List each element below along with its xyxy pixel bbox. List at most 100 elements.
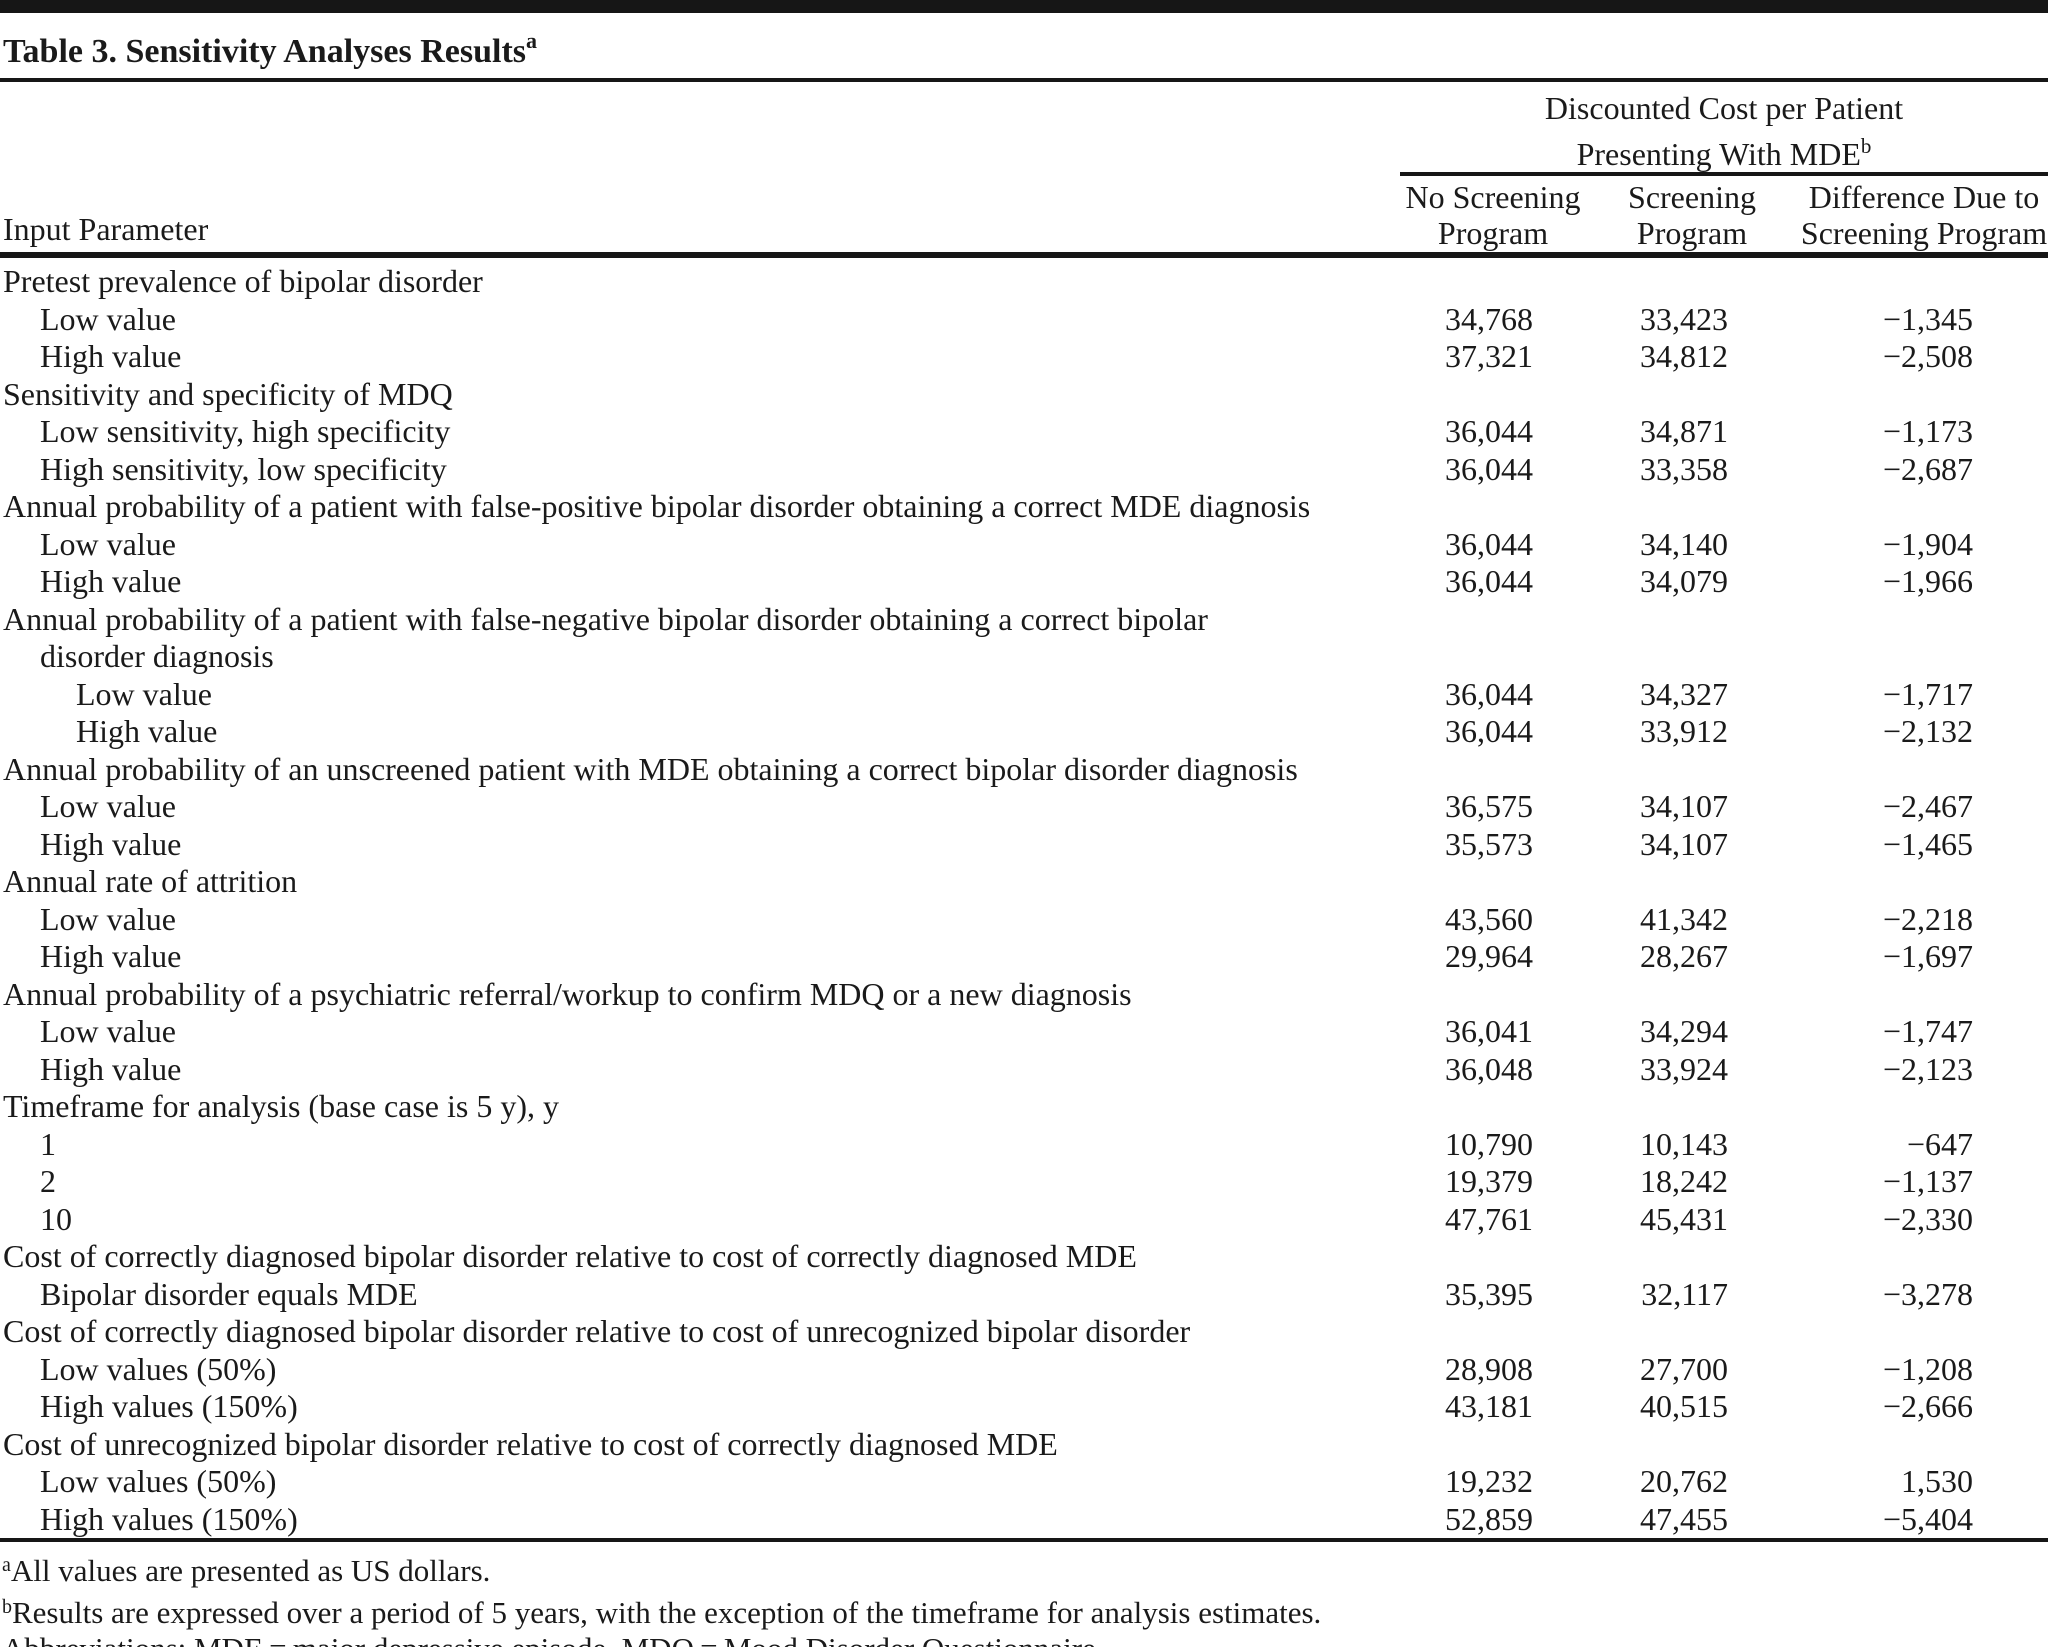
table-row: Annual probability of a patient with fal… bbox=[0, 488, 2048, 526]
value-cell: 52,859 bbox=[1445, 1500, 1533, 1537]
table-row: High value 29,964 28,267 −1,697 bbox=[0, 938, 2048, 976]
table-title-text: Table 3. Sensitivity Analyses Results bbox=[3, 33, 526, 70]
table-row: High sensitivity, low specificity 36,044 3… bbox=[0, 451, 2048, 489]
value-cell: 36,044 bbox=[1445, 525, 1533, 562]
spanner-header: Discounted Cost per Patient Presenting W… bbox=[1400, 89, 2048, 173]
table-row: High value 35,573 34,107 −1,465 bbox=[0, 826, 2048, 864]
table-row: Low sensitivity, high specificity 36,044 3… bbox=[0, 413, 2048, 451]
table-row: High value 36,044 33,912 −2,132 bbox=[0, 713, 2048, 751]
value-cell: 28,267 bbox=[1640, 938, 1728, 974]
row-label: 2 bbox=[40, 1163, 56, 1199]
value-cell: 10,143 bbox=[1640, 1125, 1728, 1162]
value-cell: 19,379 bbox=[1445, 1163, 1533, 1199]
value-cell: 1,530 bbox=[1901, 1463, 1973, 1499]
value-cell: 34,079 bbox=[1640, 563, 1728, 599]
value-cell: 36,044 bbox=[1445, 713, 1533, 749]
value-cell: −3,278 bbox=[1882, 1275, 1973, 1312]
value-cell: 36,044 bbox=[1445, 450, 1533, 487]
header-rule bbox=[0, 252, 2048, 258]
table-row: Pretest prevalence of bipolar disorder bbox=[0, 263, 2048, 301]
group-label: Annual probability of a psychiatric refe… bbox=[3, 975, 1132, 1012]
spanner-line1: Discounted Cost per Patient bbox=[1544, 90, 1904, 126]
value-cell: 36,041 bbox=[1445, 1013, 1533, 1049]
spanner-rule bbox=[1400, 172, 2048, 176]
value-cell: −2,508 bbox=[1882, 338, 1973, 374]
table-row: 1 10,790 10,143 −647 bbox=[0, 1126, 2048, 1164]
row-label: Low values (50%) bbox=[40, 1350, 277, 1387]
value-cell: 34,871 bbox=[1640, 413, 1728, 449]
group-label: Pretest prevalence of bipolar disorder bbox=[3, 263, 483, 299]
value-cell: −1,966 bbox=[1882, 563, 1973, 599]
value-cell: 20,762 bbox=[1640, 1463, 1728, 1499]
row-label: 10 bbox=[40, 1200, 72, 1237]
row-label: High value bbox=[40, 938, 182, 974]
value-cell: 28,908 bbox=[1445, 1350, 1533, 1387]
value-cell: −1,747 bbox=[1882, 1013, 1973, 1049]
row-label: Low value bbox=[40, 300, 176, 337]
table-row: Annual probability of a psychiatric refe… bbox=[0, 976, 2048, 1014]
row-label: Low value bbox=[40, 900, 176, 937]
table-row: Low value 34,768 33,423 −1,345 bbox=[0, 301, 2048, 339]
value-cell: 27,700 bbox=[1640, 1350, 1728, 1387]
value-cell: 35,395 bbox=[1445, 1275, 1533, 1312]
row-label: Low value bbox=[40, 525, 176, 562]
value-cell: −1,137 bbox=[1882, 1163, 1973, 1199]
row-label: Bipolar disorder equals MDE bbox=[40, 1275, 418, 1312]
sensitivity-analyses-table: Pretest prevalence of bipolar disorder Lo… bbox=[0, 263, 2048, 1538]
value-cell: 37,321 bbox=[1445, 338, 1533, 374]
value-cell: −1,208 bbox=[1882, 1350, 1973, 1387]
table-row: Sensitivity and specificity of MDQ bbox=[0, 376, 2048, 414]
value-cell: 34,140 bbox=[1640, 525, 1728, 562]
value-cell: 34,107 bbox=[1640, 788, 1728, 824]
column-header-no-screening-program: No Screening Program bbox=[1405, 179, 1581, 251]
row-label: High value bbox=[40, 563, 182, 599]
value-cell: −5,404 bbox=[1882, 1500, 1973, 1537]
group-label: Sensitivity and specificity of MDQ bbox=[3, 375, 453, 412]
value-cell: −1,465 bbox=[1882, 825, 1973, 862]
row-label: High sensitivity, low specificity bbox=[40, 450, 447, 487]
table-title: Table 3. Sensitivity Analyses Resultsa bbox=[0, 13, 2050, 78]
value-cell: 34,107 bbox=[1640, 825, 1728, 862]
table-row: Low values (50%) 19,232 20,762 1,530 bbox=[0, 1463, 2048, 1501]
value-cell: 35,573 bbox=[1445, 825, 1533, 862]
table-row: High values (150%) 43,181 40,515 −2,666 bbox=[0, 1388, 2048, 1426]
value-cell: −2,123 bbox=[1882, 1050, 1973, 1087]
group-label: Cost of unrecognized bipolar disorder re… bbox=[3, 1425, 1058, 1462]
group-label: Annual rate of attrition bbox=[3, 863, 298, 899]
row-label: High values (150%) bbox=[40, 1388, 298, 1424]
column-header-difference: Difference Due to Screening Program bbox=[1800, 179, 2048, 251]
table-row: 10 47,761 45,431 −2,330 bbox=[0, 1201, 2048, 1239]
value-cell: 36,044 bbox=[1445, 563, 1533, 599]
top-border-bar bbox=[0, 0, 2048, 13]
row-label: High values (150%) bbox=[40, 1500, 298, 1537]
table-row: High value 36,048 33,924 −2,123 bbox=[0, 1051, 2048, 1089]
value-cell: 34,294 bbox=[1640, 1013, 1728, 1049]
table-row: High value 36,044 34,079 −1,966 bbox=[0, 563, 2048, 601]
table-row: Cost of correctly diagnosed bipolar diso… bbox=[0, 1313, 2048, 1351]
value-cell: 33,423 bbox=[1640, 300, 1728, 337]
value-cell: 33,358 bbox=[1640, 450, 1728, 487]
value-cell: 36,044 bbox=[1445, 413, 1533, 449]
table-row: Timeframe for analysis (base case is 5 y… bbox=[0, 1088, 2048, 1126]
value-cell: 40,515 bbox=[1640, 1388, 1728, 1424]
value-cell: −647 bbox=[1906, 1125, 1973, 1162]
value-cell: 34,327 bbox=[1640, 675, 1728, 712]
column-header-input-parameter: Input Parameter bbox=[3, 211, 209, 247]
value-cell: −2,666 bbox=[1882, 1388, 1973, 1424]
value-cell: 29,964 bbox=[1445, 938, 1533, 974]
value-cell: −2,132 bbox=[1882, 713, 1973, 749]
row-label: Low values (50%) bbox=[40, 1463, 277, 1499]
table-row: Low value 36,575 34,107 −2,467 bbox=[0, 788, 2048, 826]
value-cell: 47,455 bbox=[1640, 1500, 1728, 1537]
group-label: Annual probability of a patient with fal… bbox=[3, 488, 1311, 524]
value-cell: −1,173 bbox=[1882, 413, 1973, 449]
footnotes: aAll values are presented as US dollars.… bbox=[0, 1542, 2050, 1647]
table-row: Annual probability of an unscreened pati… bbox=[0, 751, 2048, 789]
value-cell: −2,467 bbox=[1882, 788, 1973, 824]
row-label: High value bbox=[76, 713, 218, 749]
value-cell: 33,912 bbox=[1640, 713, 1728, 749]
table-row: Low value 43,560 41,342 −2,218 bbox=[0, 901, 2048, 939]
value-cell: 43,181 bbox=[1445, 1388, 1533, 1424]
value-cell: 47,761 bbox=[1445, 1200, 1533, 1237]
